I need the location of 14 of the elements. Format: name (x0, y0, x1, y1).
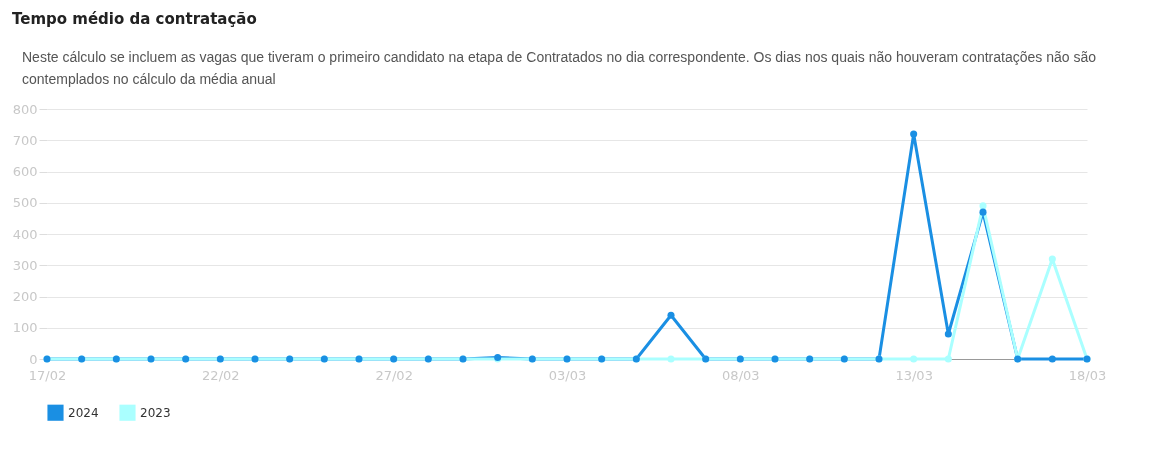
point (944, 355, 952, 363)
point (910, 355, 918, 363)
point (979, 202, 987, 210)
chart-subtitle: Neste cálculo se incluem as vagas que tiveram o primeiro candidato na etapa de Contratados no dia correspondente. Os dias nos quais não houveram contratações não são contemplados no cálculo da média anual (22, 48, 1097, 89)
point (944, 330, 952, 338)
chart-title: Tempo médio da contratação (12, 10, 257, 28)
point (667, 355, 675, 363)
legend-label: 2023 (140, 405, 171, 420)
point (1048, 255, 1056, 263)
point (910, 130, 918, 138)
legend-label: 2024 (68, 405, 99, 420)
point (667, 311, 675, 319)
point (1048, 355, 1056, 363)
point (979, 208, 987, 216)
